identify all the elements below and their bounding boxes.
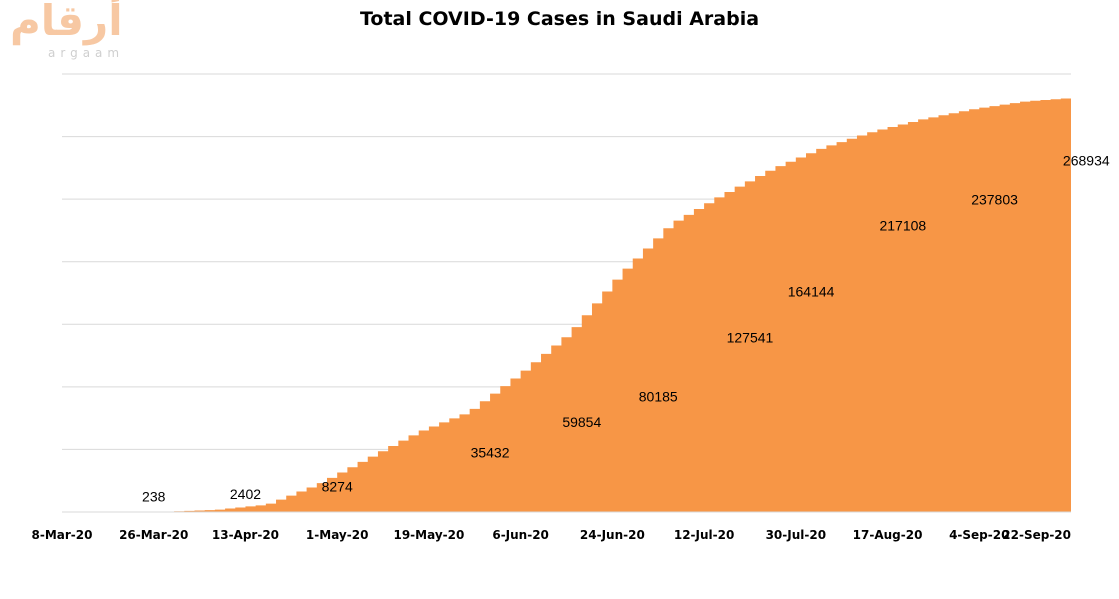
- logo-latin-text: argaam: [48, 46, 125, 60]
- area-layer: [62, 97, 1071, 513]
- data-label: 59854: [562, 414, 601, 430]
- x-tick-label: 24-Jun-20: [580, 528, 645, 542]
- x-tick-label: 17-Aug-20: [853, 528, 923, 542]
- x-axis: 8-Mar-20 26-Mar-20 13-Apr-20 1-May-20 19-May…: [32, 528, 1071, 542]
- data-label: 8274: [322, 479, 353, 495]
- data-label: 217108: [879, 217, 926, 233]
- data-label: 127541: [727, 329, 774, 345]
- data-label: 164144: [788, 284, 835, 300]
- x-tick-label: 1-May-20: [306, 528, 369, 542]
- x-tick-label: 26-Mar-20: [119, 528, 188, 542]
- data-label: 238: [142, 489, 166, 505]
- logo-arabic-text: أرقام: [10, 0, 123, 45]
- data-label: 237803: [971, 191, 1018, 207]
- x-tick-label: 12-Jul-20: [674, 528, 734, 542]
- x-tick-label: 4-Sep-20: [949, 528, 1009, 542]
- data-label: 2402: [230, 486, 261, 502]
- x-tick-label: 8-Mar-20: [32, 528, 93, 542]
- x-tick-label: 13-Apr-20: [212, 528, 279, 542]
- x-tick-label: 19-May-20: [393, 528, 464, 542]
- data-labels: 238 2402 8274 35432 59854 80185 127541 164144 21…: [142, 152, 1110, 505]
- data-label: 35432: [471, 445, 510, 461]
- cases-area: [62, 97, 1071, 512]
- data-label: 80185: [639, 389, 678, 405]
- x-tick-label: 30-Jul-20: [766, 528, 826, 542]
- x-tick-label: 6-Jun-20: [492, 528, 549, 542]
- data-label: 268934: [1063, 152, 1110, 168]
- argaam-logo: أرقام argaam: [4, 0, 144, 70]
- x-tick-label: 22-Sep-20: [1002, 528, 1071, 542]
- chart-title: Total COVID-19 Cases in Saudi Arabia: [359, 8, 760, 30]
